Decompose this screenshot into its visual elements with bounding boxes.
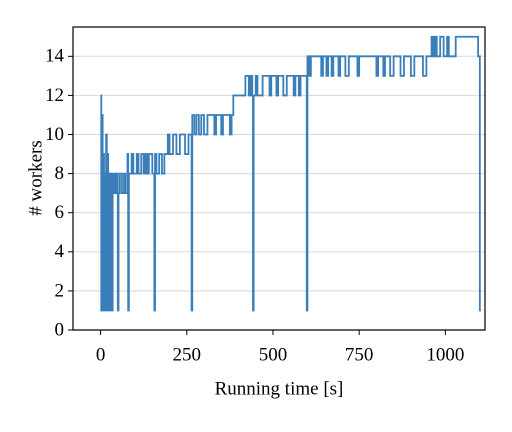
y-tick-label: 0 — [55, 319, 65, 340]
x-tick-label: 250 — [173, 344, 202, 365]
y-tick-label: 2 — [55, 280, 65, 301]
plot-frame — [72, 26, 486, 331]
x-tick-label: 0 — [96, 344, 106, 365]
y-tick-label: 4 — [55, 241, 65, 262]
x-tick-label: 500 — [259, 344, 288, 365]
y-tick-label: 6 — [55, 202, 65, 223]
x-tick-label: 750 — [345, 344, 374, 365]
x-axis-label: Running time [s] — [215, 378, 344, 399]
y-tick-label: 8 — [55, 163, 65, 184]
y-axis-label: # workers — [25, 140, 46, 215]
x-tick-label: 1000 — [426, 344, 464, 365]
step-line — [100, 35, 481, 312]
y-tick-label: 14 — [45, 46, 65, 67]
y-tick-label: 12 — [45, 85, 64, 106]
y-tick-label: 10 — [45, 124, 64, 145]
